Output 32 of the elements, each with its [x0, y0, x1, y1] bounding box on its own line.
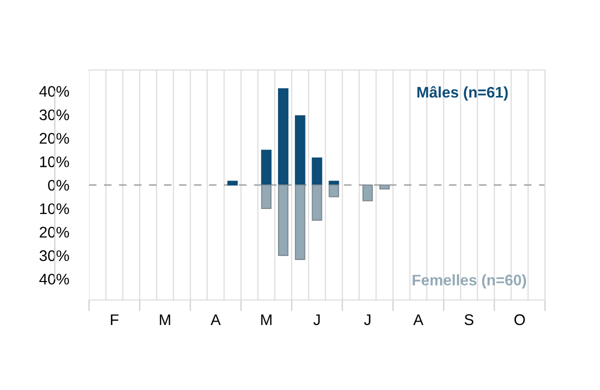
- x-tick-label: O: [514, 314, 525, 326]
- x-tick-label: J: [313, 314, 320, 326]
- y-tick-label: 30%: [40, 250, 70, 262]
- x-tick-label: A: [210, 314, 221, 325]
- x-tick-label: M: [261, 314, 272, 325]
- bar: [227, 180, 238, 186]
- bar: [278, 184, 288, 256]
- y-tick-label: 40%: [39, 274, 70, 285]
- y-tick-label: 0%: [48, 180, 70, 191]
- bar: [294, 184, 306, 260]
- bar: [278, 88, 288, 186]
- y-tick-label: 20%: [40, 226, 70, 238]
- bar: [312, 157, 322, 186]
- text: Mâles (n=61): [417, 86, 508, 101]
- x-tick-label: M: [160, 314, 170, 325]
- x-tick-label: F: [110, 314, 118, 325]
- bar: [261, 184, 272, 210]
- bar: [294, 115, 306, 186]
- x-tick-label: A: [413, 314, 424, 325]
- bar: [312, 184, 322, 221]
- bar: [261, 150, 272, 186]
- x-tick-label: J: [364, 314, 370, 326]
- y-tick-label: 10%: [40, 203, 70, 214]
- bar: [328, 184, 340, 198]
- x-tick-label: S: [464, 314, 474, 326]
- bar: [362, 184, 373, 202]
- y-tick-label: 20%: [40, 132, 70, 144]
- y-tick-label: 40%: [39, 86, 70, 97]
- text: Femelles (n=60): [412, 274, 526, 288]
- y-tick-label: 30%: [40, 109, 70, 120]
- y-tick-label: 10%: [40, 156, 70, 168]
- bar: [379, 184, 390, 190]
